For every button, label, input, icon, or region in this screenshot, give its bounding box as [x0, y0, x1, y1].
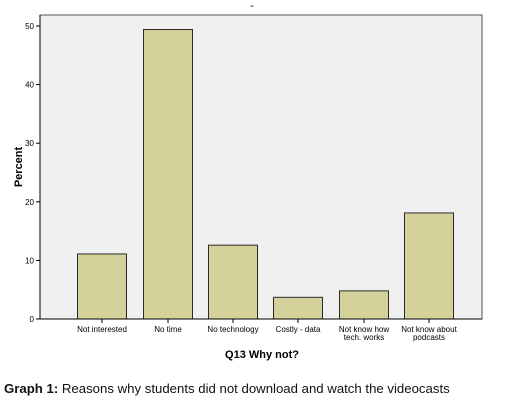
header-mark: - — [250, 0, 254, 12]
caption-label: Graph 1: — [4, 381, 59, 396]
y-tick-label: 30 — [25, 139, 34, 148]
x-tick-label: Not know how — [339, 325, 389, 334]
y-axis-label: Percent — [13, 146, 25, 187]
bar — [77, 253, 127, 320]
caption-text: Reasons why students did not download an… — [58, 381, 450, 396]
x-axis-label: Q13 Why not? — [225, 349, 299, 361]
x-tick-label: No time — [154, 325, 182, 334]
y-tick-label: 40 — [25, 81, 34, 90]
x-tick-label: Not interested — [77, 325, 127, 334]
y-tick-label: 20 — [25, 198, 34, 207]
bar-chart: - 0 10 20 30 40 50 Not interested No time No te… — [13, 0, 483, 361]
bar — [273, 296, 323, 320]
x-tick-label: podcasts — [413, 333, 445, 342]
bar — [143, 29, 193, 320]
y-tick-label: 0 — [30, 315, 35, 324]
bar — [404, 212, 454, 320]
x-tick-label: Costly - data — [276, 325, 321, 334]
y-tick-label: 10 — [25, 256, 34, 265]
figure-caption: Graph 1: Reasons why students did not do… — [4, 381, 524, 396]
y-tick-label: 50 — [25, 22, 34, 31]
bar — [208, 244, 258, 320]
x-tick-label: tech. works — [344, 333, 384, 342]
x-tick-label: No technology — [207, 325, 258, 334]
x-tick-label: Not know about — [401, 325, 457, 334]
bar — [339, 290, 389, 320]
